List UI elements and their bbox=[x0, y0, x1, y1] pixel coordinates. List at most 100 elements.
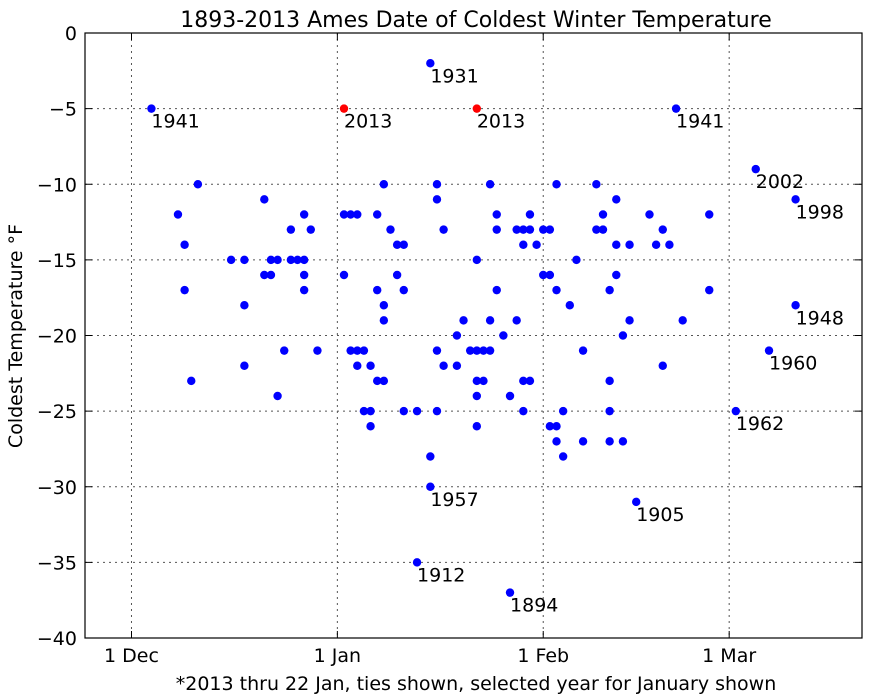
data-point bbox=[539, 270, 548, 280]
data-point bbox=[651, 240, 661, 249]
data-point bbox=[313, 346, 322, 355]
point-annotation: 1894 bbox=[510, 595, 558, 617]
data-point bbox=[459, 316, 468, 325]
data-point bbox=[658, 361, 667, 370]
data-point bbox=[273, 391, 282, 401]
data-point bbox=[791, 195, 800, 204]
point-annotation: 1912 bbox=[417, 564, 465, 586]
data-point bbox=[240, 255, 249, 265]
data-point bbox=[180, 285, 189, 295]
data-point bbox=[492, 210, 501, 219]
point-annotation: 2013 bbox=[344, 111, 392, 133]
data-point bbox=[552, 437, 561, 446]
y-tick-label: −10 bbox=[37, 174, 77, 196]
data-point bbox=[625, 240, 634, 249]
data-point bbox=[173, 210, 183, 219]
data-point bbox=[452, 361, 462, 370]
data-point bbox=[598, 225, 608, 234]
data-point bbox=[392, 270, 402, 280]
data-point bbox=[751, 164, 760, 174]
data-point bbox=[472, 391, 482, 401]
y-tick-label: −15 bbox=[37, 250, 77, 272]
data-point bbox=[426, 452, 435, 461]
data-point bbox=[339, 270, 349, 280]
data-point bbox=[612, 270, 621, 280]
data-point bbox=[618, 437, 628, 446]
data-point bbox=[299, 255, 309, 265]
chart-title: 1893-2013 Ames Date of Coldest Winter Te… bbox=[180, 8, 772, 33]
data-point bbox=[472, 422, 482, 431]
y-tick-label: −5 bbox=[49, 99, 77, 121]
point-annotation: 1941 bbox=[676, 111, 724, 133]
data-point bbox=[545, 225, 555, 234]
data-point bbox=[525, 376, 535, 386]
data-point bbox=[439, 361, 448, 370]
x-tick-label: 1 Dec bbox=[104, 645, 159, 667]
data-point bbox=[512, 225, 521, 234]
data-point bbox=[552, 180, 561, 189]
data-point bbox=[492, 285, 501, 295]
data-point bbox=[399, 285, 408, 295]
data-point bbox=[505, 391, 515, 401]
data-point bbox=[266, 270, 276, 280]
data-point bbox=[578, 346, 588, 355]
data-point bbox=[658, 225, 667, 234]
data-point bbox=[240, 301, 249, 310]
point-annotation: 1998 bbox=[796, 201, 844, 223]
y-axis-label: Coldest Temperature °F bbox=[5, 224, 27, 448]
x-tick-label: 1 Mar bbox=[702, 645, 756, 667]
data-point bbox=[598, 210, 608, 219]
data-point bbox=[353, 210, 362, 219]
data-point bbox=[280, 346, 289, 355]
grid-lines bbox=[85, 33, 862, 638]
data-point bbox=[193, 180, 203, 189]
data-point bbox=[299, 270, 309, 280]
data-point bbox=[479, 376, 488, 386]
data-point bbox=[366, 422, 375, 431]
point-annotation: 1960 bbox=[769, 353, 817, 375]
data-point bbox=[705, 285, 714, 295]
x-axis-ticks: 1 Dec 1 Jan 1 Feb 1 Mar bbox=[104, 33, 756, 667]
data-point bbox=[558, 452, 568, 461]
x-tick-label: 1 Feb bbox=[517, 645, 569, 667]
point-annotation: 1962 bbox=[736, 413, 784, 435]
data-point bbox=[645, 210, 654, 219]
data-point bbox=[299, 210, 309, 219]
data-point bbox=[605, 285, 614, 295]
data-point bbox=[545, 270, 555, 280]
point-annotation: 2013 bbox=[477, 111, 525, 133]
data-point bbox=[545, 422, 555, 431]
data-point bbox=[260, 270, 269, 280]
data-point bbox=[592, 225, 601, 234]
data-point bbox=[485, 316, 495, 325]
point-annotation: 1941 bbox=[151, 111, 199, 133]
data-point bbox=[465, 346, 475, 355]
data-point bbox=[665, 240, 674, 249]
data-point bbox=[379, 180, 389, 189]
data-point bbox=[299, 285, 309, 295]
y-tick-label: −35 bbox=[37, 552, 77, 574]
data-point bbox=[432, 195, 442, 204]
data-point bbox=[612, 240, 621, 249]
data-point bbox=[519, 406, 528, 416]
point-annotations: 1941 2013 2013 1931 1941 2002 1998 1948 1960 1962… bbox=[151, 65, 844, 616]
y-tick-label: −20 bbox=[37, 326, 77, 348]
data-point bbox=[306, 225, 315, 234]
data-points bbox=[147, 59, 800, 597]
y-tick-label: 0 bbox=[65, 23, 77, 45]
data-point bbox=[147, 104, 156, 113]
point-annotation: 1905 bbox=[636, 504, 684, 526]
data-point bbox=[525, 210, 535, 219]
data-point bbox=[399, 240, 408, 249]
data-point bbox=[412, 406, 422, 416]
data-point bbox=[260, 195, 269, 204]
data-point bbox=[180, 240, 189, 249]
data-point bbox=[373, 285, 382, 295]
data-point bbox=[472, 346, 482, 355]
data-point bbox=[519, 240, 528, 249]
data-point bbox=[705, 210, 714, 219]
data-point bbox=[379, 376, 389, 386]
point-annotation: 1948 bbox=[796, 307, 844, 329]
data-point bbox=[386, 225, 395, 234]
